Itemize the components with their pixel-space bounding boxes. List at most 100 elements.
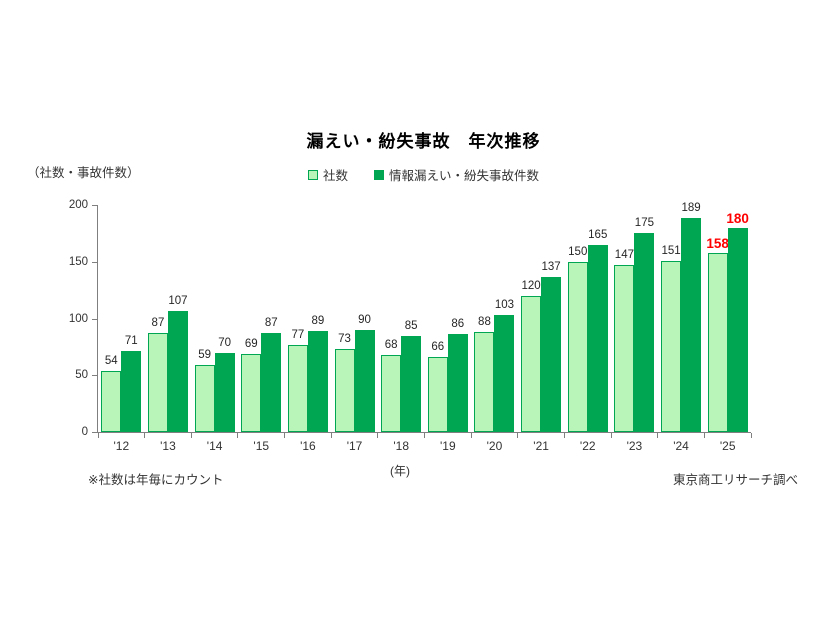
bar-companies bbox=[147, 333, 168, 432]
bar-label-incidents: 87 bbox=[264, 317, 278, 330]
bar-companies bbox=[194, 365, 215, 432]
bar-incidents bbox=[634, 233, 655, 432]
y-tick-label: 50 bbox=[75, 369, 88, 382]
bar-label-incidents: 90 bbox=[358, 313, 371, 326]
bar-companies bbox=[427, 357, 448, 432]
bar-label-companies: 59 bbox=[198, 349, 211, 362]
y-tick-label: 200 bbox=[68, 199, 88, 211]
bar-incidents bbox=[541, 276, 562, 432]
bar-label-companies: 151 bbox=[661, 244, 681, 257]
bar-label-companies: 88 bbox=[478, 316, 491, 329]
legend-swatch-companies-icon bbox=[307, 169, 318, 180]
bar-label-companies: 77 bbox=[291, 328, 305, 341]
bar-label-incidents: 103 bbox=[494, 299, 515, 312]
bar-companies bbox=[707, 252, 728, 432]
bar-companies bbox=[101, 370, 122, 432]
bar-label-companies: 147 bbox=[614, 249, 634, 262]
bar-label-incidents: 85 bbox=[404, 319, 418, 332]
x-tick-mark bbox=[703, 433, 705, 438]
x-tick-mark bbox=[284, 433, 286, 438]
x-tick-label: '21 bbox=[533, 439, 549, 453]
bar-incidents bbox=[401, 335, 422, 432]
x-tick-label: '12 bbox=[113, 439, 130, 453]
bar-incidents bbox=[214, 352, 235, 432]
legend-label-incidents: 情報漏えい・紛失事故件数 bbox=[389, 169, 540, 183]
bar-incidents bbox=[681, 217, 702, 432]
legend-item-companies: 社数 bbox=[307, 165, 348, 184]
chart-title: 漏えい・紛失事故 年次推移 bbox=[306, 132, 541, 151]
bar-companies bbox=[521, 295, 542, 432]
legend-swatch-incidents-icon bbox=[374, 169, 384, 180]
x-tick-mark bbox=[470, 433, 472, 438]
y-tick-label: 0 bbox=[81, 426, 88, 438]
bar-companies bbox=[567, 261, 588, 432]
bar-label-companies: 87 bbox=[151, 317, 165, 330]
x-tick-label: '19 bbox=[439, 439, 456, 453]
x-tick-mark bbox=[144, 433, 146, 438]
x-axis-unit-label: (年) bbox=[390, 464, 410, 478]
y-axis-unit-label: （社数・事故件数） bbox=[27, 166, 140, 180]
x-tick-mark bbox=[377, 433, 379, 438]
x-tick-mark bbox=[190, 433, 192, 438]
legend: 社数 情報漏えい・紛失事故件数 bbox=[97, 165, 750, 184]
x-tick-label: '23 bbox=[626, 439, 643, 453]
bar-incidents bbox=[494, 315, 515, 432]
x-tick-label: '24 bbox=[673, 439, 689, 453]
y-tick-mark bbox=[92, 375, 97, 377]
bar-companies bbox=[381, 354, 402, 432]
bar-label-companies: 68 bbox=[384, 338, 398, 351]
x-tick-label: '18 bbox=[393, 439, 409, 453]
bar-label-incidents: 137 bbox=[541, 260, 561, 273]
y-tick-mark bbox=[92, 205, 97, 206]
bar-companies bbox=[474, 332, 495, 432]
x-tick-mark bbox=[237, 433, 239, 438]
legend-label-companies: 社数 bbox=[322, 169, 348, 183]
x-tick-label: '17 bbox=[346, 439, 363, 453]
bar-incidents bbox=[354, 329, 375, 432]
x-tick-mark bbox=[97, 433, 99, 438]
x-tick-label: '13 bbox=[160, 439, 176, 453]
bar-label-incidents: 70 bbox=[218, 336, 231, 349]
x-tick-label: '14 bbox=[206, 439, 223, 453]
x-tick-mark bbox=[750, 433, 752, 438]
bar-label-companies: 66 bbox=[431, 341, 445, 354]
y-tick-mark bbox=[92, 261, 97, 263]
x-tick-mark bbox=[424, 433, 425, 438]
x-tick-mark bbox=[517, 433, 519, 438]
bar-label-incidents: 107 bbox=[168, 294, 188, 307]
plot-area: 0 50 100 150 200 54 71'12 87 107'13 59 70'14 69 87'1… bbox=[69, 199, 752, 453]
bar-incidents bbox=[587, 244, 608, 432]
bar-label-incidents: 165 bbox=[588, 228, 608, 241]
bar-label-incidents: 89 bbox=[311, 315, 325, 327]
bar-companies bbox=[614, 265, 635, 432]
bar-incidents bbox=[261, 333, 282, 432]
bar-incidents bbox=[727, 227, 748, 432]
bar-label-incidents: 189 bbox=[681, 201, 701, 214]
x-tick-mark bbox=[563, 433, 565, 438]
x-tick-mark bbox=[610, 433, 612, 438]
bar-incidents bbox=[121, 351, 142, 432]
bar-label-companies: 150 bbox=[568, 245, 588, 258]
bar-label-companies: 120 bbox=[521, 279, 541, 292]
bar-companies bbox=[661, 260, 682, 432]
bar-label-companies: 54 bbox=[104, 354, 118, 367]
y-tick-mark bbox=[92, 432, 97, 433]
bar-incidents bbox=[447, 334, 468, 432]
bar-label-incidents: 86 bbox=[451, 318, 465, 331]
bar-label-incidents: 180 bbox=[726, 210, 749, 226]
y-tick-mark bbox=[92, 318, 97, 320]
x-tick-label: '25 bbox=[719, 439, 736, 453]
y-tick-label: 150 bbox=[68, 255, 88, 268]
x-tick-label: '16 bbox=[300, 439, 316, 453]
bar-companies bbox=[241, 353, 262, 432]
bar-label-incidents: 71 bbox=[124, 335, 138, 348]
bar-label-companies: 158 bbox=[706, 235, 729, 251]
x-tick-label: '15 bbox=[253, 439, 270, 453]
footnote: ※社数は年毎にカウント bbox=[88, 473, 224, 487]
x-tick-mark bbox=[657, 433, 659, 438]
x-tick-label: '22 bbox=[579, 439, 596, 453]
source-credit: 東京商工リサーチ調べ bbox=[672, 473, 798, 487]
x-tick-label: '20 bbox=[486, 439, 503, 453]
bar-companies bbox=[334, 349, 355, 432]
